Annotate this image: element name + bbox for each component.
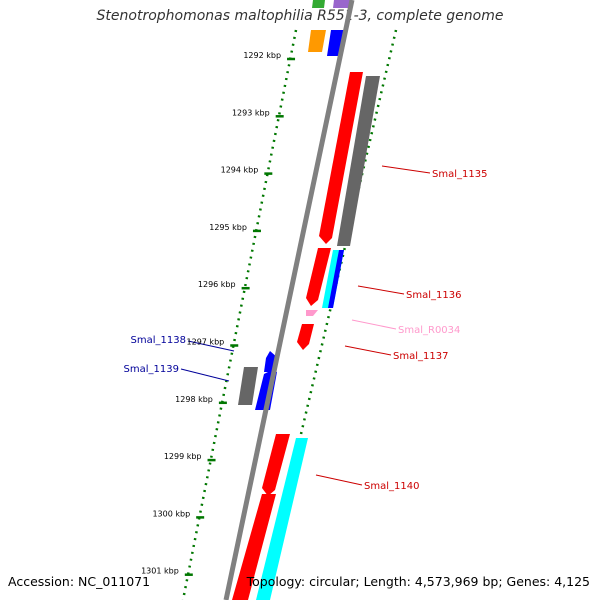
green-feature-top (312, 0, 325, 8)
tick-label-1293: 1293 kbp (232, 108, 270, 117)
gene-labels: Smal_1135 Smal_1136 Smal_R0034 Smal_1137 Sma… (124, 169, 488, 492)
gene-label-smal-r0034[interactable]: Smal_R0034 (398, 325, 460, 336)
label-connectors (180, 165, 431, 486)
tick-label-1297: 1297 kbp (187, 338, 225, 347)
tick-label-1299: 1299 kbp (164, 452, 202, 461)
gc-feature-left (238, 367, 258, 405)
cds-smal-1135 (319, 72, 363, 244)
tick-label-1296: 1296 kbp (198, 280, 236, 289)
inner-tick-ring (181, 29, 298, 600)
cyan-track-lower (256, 438, 308, 600)
map-title: Stenotrophomonas maltophilia R551-3, com… (96, 8, 504, 24)
rna-smal-r0034 (306, 310, 318, 316)
gene-label-smal-1136[interactable]: Smal_1136 (406, 290, 461, 301)
gene-label-smal-1139[interactable]: Smal_1139 (124, 364, 179, 375)
cds-smal-1137 (297, 324, 314, 350)
tick-label-1294: 1294 kbp (221, 166, 259, 175)
cds-smal-1140b (232, 494, 276, 600)
tick-labels: 1292 kbp 1293 kbp 1294 kbp 1295 kbp 1296 kbp… (141, 51, 281, 576)
genome-backbone (223, 0, 355, 600)
tick-label-1300: 1300 kbp (152, 509, 190, 518)
gc-track-upper (337, 76, 380, 246)
gene-label-smal-1137[interactable]: Smal_1137 (393, 351, 448, 362)
orange-feature-top (308, 30, 326, 52)
tick-label-1292: 1292 kbp (243, 51, 281, 60)
tick-marks (184, 57, 296, 576)
tick-label-1301: 1301 kbp (141, 567, 179, 576)
topology-text: Topology: circular; Length: 4,573,969 bp… (246, 574, 590, 589)
tick-label-1295: 1295 kbp (209, 223, 247, 232)
purple-feature-top (333, 0, 350, 8)
cds-smal-1136 (306, 248, 331, 306)
tick-label-1298: 1298 kbp (175, 395, 213, 404)
gene-label-smal-1140[interactable]: Smal_1140 (364, 481, 419, 492)
cds-smal-1140a (262, 434, 290, 496)
gene-label-smal-1138[interactable]: Smal_1138 (131, 335, 186, 346)
accession-text: Accession: NC_011071 (8, 574, 151, 589)
gene-label-smal-1135[interactable]: Smal_1135 (432, 169, 487, 180)
skew-track-mid (328, 250, 344, 308)
